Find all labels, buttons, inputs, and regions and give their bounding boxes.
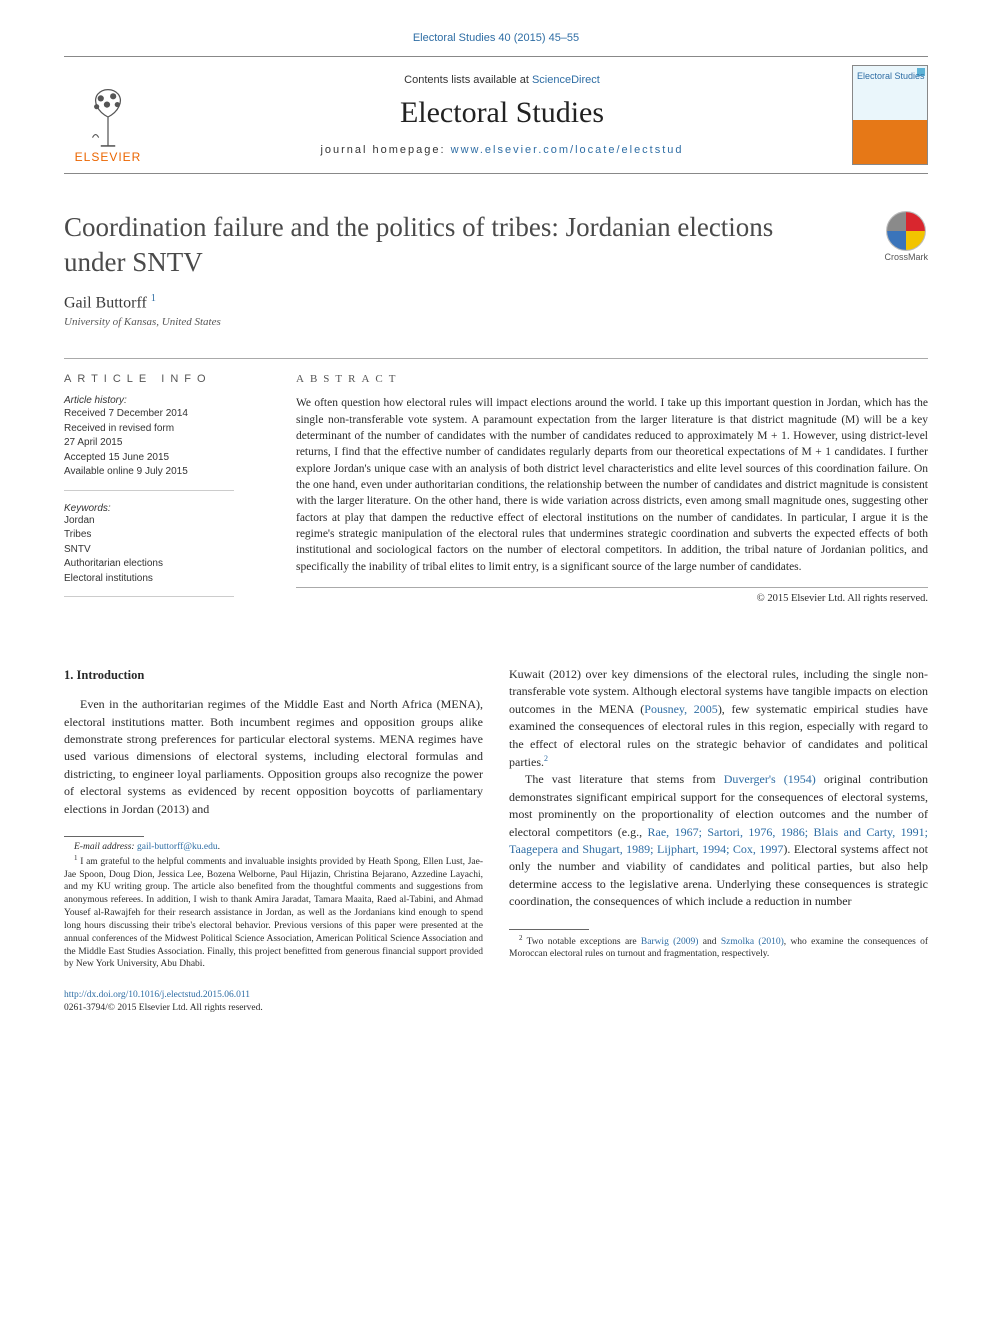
body-paragraph: Even in the authoritarian regimes of the… — [64, 696, 483, 818]
keyword-item: Electoral institutions — [64, 572, 234, 587]
publisher-name: ELSEVIER — [75, 150, 142, 164]
author-footnote-marker[interactable]: 1 — [151, 293, 156, 304]
footnote-1: 1 I am grateful to the helpful comments … — [64, 854, 483, 971]
citation-link[interactable]: Barwig (2009) — [641, 937, 699, 947]
history-line: Received in revised form — [64, 422, 234, 437]
email-suffix: . — [218, 842, 220, 852]
author-name: Gail Buttorff — [64, 294, 151, 311]
history-line: Accepted 15 June 2015 — [64, 451, 234, 466]
footnote-2-ref[interactable]: 2 — [544, 754, 548, 763]
paper-title: Coordination failure and the politics of… — [64, 210, 824, 279]
footnote-text: and — [698, 937, 720, 947]
author-email[interactable]: gail-buttorff@ku.edu — [137, 842, 218, 852]
footnote-separator — [509, 929, 589, 930]
sciencedirect-link[interactable]: ScienceDirect — [532, 74, 600, 86]
journal-banner: ELSEVIER Contents lists available at Sci… — [64, 56, 928, 174]
citation-line: Electoral Studies 40 (2015) 45–55 — [0, 0, 992, 56]
publisher-logo: ELSEVIER — [64, 66, 152, 164]
journal-cover-thumb: Electoral Studies — [852, 65, 928, 165]
article-info-box: ARTICLE INFO Article history: Received 7… — [64, 359, 272, 604]
history-line: Available online 9 July 2015 — [64, 465, 234, 480]
citation-link[interactable]: Pousney, 2005 — [644, 702, 718, 716]
body-paragraph: Kuwait (2012) over key dimensions of the… — [509, 666, 928, 771]
keyword-item: SNTV — [64, 543, 234, 558]
email-footnote: E-mail address: gail-buttorff@ku.edu. — [64, 841, 483, 854]
author-line: Gail Buttorff 1 — [64, 293, 928, 312]
keyword-item: Authoritarian elections — [64, 557, 234, 572]
citation-link[interactable]: Szmolka (2010) — [721, 937, 784, 947]
history-line: 27 April 2015 — [64, 436, 234, 451]
body-col-left: 1. Introduction Even in the authoritaria… — [64, 666, 483, 971]
affiliation: University of Kansas, United States — [64, 316, 928, 328]
body-paragraph: The vast literature that stems from Duve… — [509, 771, 928, 910]
abstract-heading: ABSTRACT — [296, 373, 928, 395]
issn-copyright: 0261-3794/© 2015 Elsevier Ltd. All right… — [64, 1002, 928, 1015]
body-col-right: Kuwait (2012) over key dimensions of the… — [509, 666, 928, 971]
footnote-separator — [64, 836, 144, 837]
body-columns: 1. Introduction Even in the authoritaria… — [64, 666, 928, 971]
crossmark-icon — [885, 210, 927, 252]
journal-name: Electoral Studies — [152, 96, 852, 130]
keyword-item: Jordan — [64, 514, 234, 529]
abstract-text: We often question how electoral rules wi… — [296, 395, 928, 588]
cover-thumb-title: Electoral Studies — [857, 72, 925, 82]
article-info-heading: ARTICLE INFO — [64, 373, 272, 395]
body-text: The vast literature that stems from — [525, 772, 724, 786]
footnote-1-text: I am grateful to the helpful comments an… — [64, 857, 483, 970]
history-label: Article history: — [64, 395, 234, 406]
abstract-copyright: © 2015 Elsevier Ltd. All rights reserved… — [296, 593, 928, 604]
page-footer: http://dx.doi.org/10.1016/j.electstud.20… — [64, 989, 928, 1016]
email-label: E-mail address: — [74, 842, 137, 852]
abstract-box: ABSTRACT We often question how electoral… — [272, 359, 928, 604]
footnote-2: 2 Two notable exceptions are Barwig (200… — [509, 934, 928, 962]
section-heading: 1. Introduction — [64, 666, 483, 684]
homepage-link[interactable]: www.elsevier.com/locate/electstud — [451, 144, 684, 156]
elsevier-tree-icon — [82, 86, 134, 148]
crossmark-badge[interactable]: CrossMark — [884, 210, 928, 262]
history-line: Received 7 December 2014 — [64, 407, 234, 422]
homepage-line: journal homepage: www.elsevier.com/locat… — [152, 144, 852, 156]
homepage-label: journal homepage: — [320, 144, 450, 156]
contents-line: Contents lists available at ScienceDirec… — [152, 74, 852, 86]
crossmark-label: CrossMark — [884, 252, 928, 262]
citation-link[interactable]: Duverger's (1954) — [724, 772, 816, 786]
keywords-label: Keywords: — [64, 503, 234, 514]
footnote-text: Two notable exceptions are — [523, 937, 641, 947]
contents-text: Contents lists available at — [404, 74, 532, 86]
keyword-item: Tribes — [64, 528, 234, 543]
doi-link[interactable]: http://dx.doi.org/10.1016/j.electstud.20… — [64, 990, 250, 1000]
